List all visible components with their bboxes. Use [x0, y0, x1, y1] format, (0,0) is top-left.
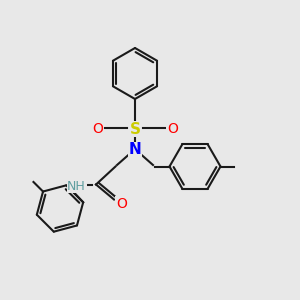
Text: O: O	[116, 197, 127, 211]
Text: S: S	[130, 122, 140, 136]
Text: N: N	[129, 142, 141, 158]
Text: O: O	[92, 122, 103, 136]
Text: O: O	[167, 122, 178, 136]
Text: NH: NH	[67, 179, 86, 193]
